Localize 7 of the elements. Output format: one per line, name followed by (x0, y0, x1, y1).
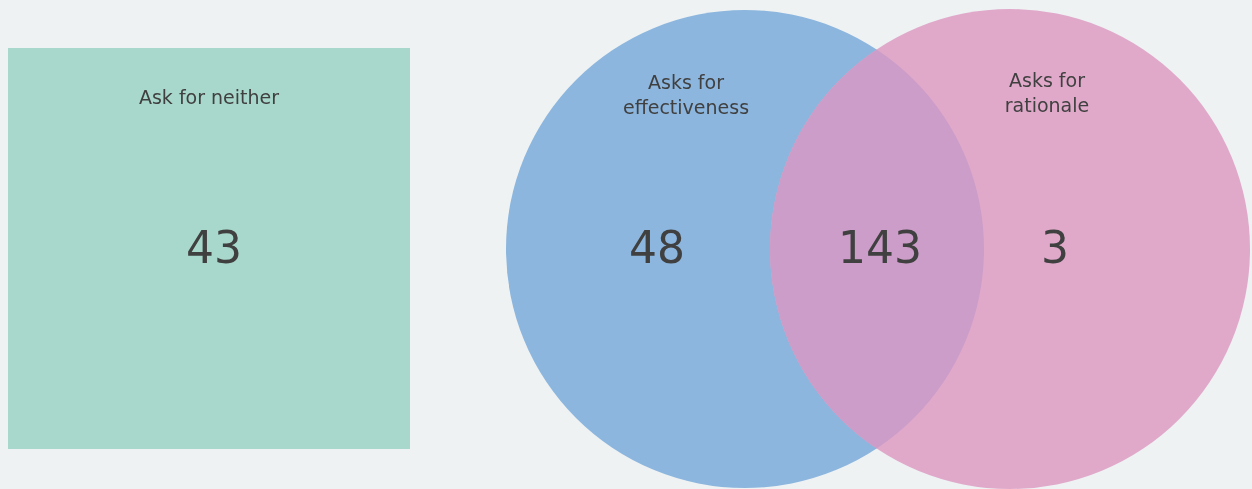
data-label: 48 (629, 221, 685, 273)
category-label: Ask for neither (138, 86, 280, 108)
data-label: 143 (838, 221, 922, 273)
category-label: Asks for rationale (1004, 69, 1090, 116)
data-label: 43 (186, 221, 242, 273)
data-label: 3 (1041, 221, 1069, 273)
category-label: Asks for effectiveness (622, 71, 750, 118)
